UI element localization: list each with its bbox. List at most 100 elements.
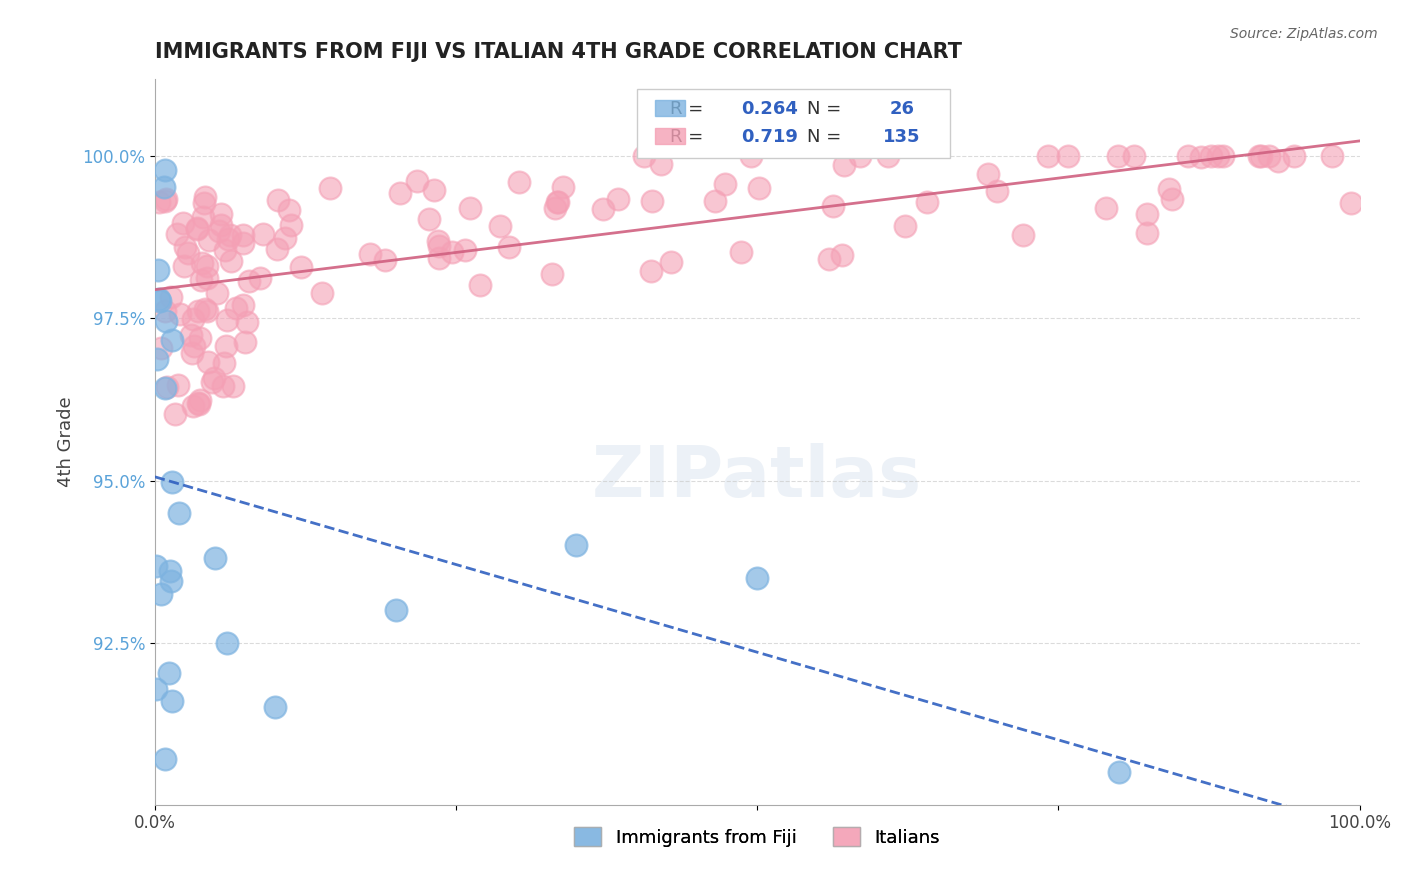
Point bbox=[1095, 201, 1118, 215]
Point bbox=[149, 587, 172, 601]
Point bbox=[267, 193, 290, 207]
Point bbox=[222, 379, 245, 393]
Point bbox=[214, 356, 236, 370]
Point bbox=[195, 304, 218, 318]
Point bbox=[1135, 207, 1157, 221]
Point bbox=[159, 564, 181, 578]
FancyBboxPatch shape bbox=[637, 89, 950, 159]
Point bbox=[427, 239, 450, 253]
Point bbox=[1108, 765, 1130, 780]
Point bbox=[359, 247, 381, 261]
Point bbox=[1189, 150, 1212, 164]
Point bbox=[508, 175, 530, 189]
Point bbox=[740, 149, 762, 163]
Point bbox=[187, 303, 209, 318]
Point bbox=[188, 397, 211, 411]
Point bbox=[1012, 227, 1035, 242]
Point bbox=[1160, 192, 1182, 206]
Text: 0.264: 0.264 bbox=[741, 100, 797, 118]
Point bbox=[817, 252, 839, 267]
Point bbox=[191, 255, 214, 269]
Point bbox=[747, 571, 769, 585]
Point bbox=[153, 194, 176, 209]
Point bbox=[174, 240, 197, 254]
Point bbox=[1320, 149, 1343, 163]
Point bbox=[748, 181, 770, 195]
Point bbox=[160, 333, 183, 347]
Point bbox=[190, 392, 212, 407]
Point bbox=[565, 538, 588, 552]
Point bbox=[232, 236, 254, 251]
Bar bbox=[655, 128, 685, 144]
Point bbox=[406, 174, 429, 188]
Point bbox=[1157, 181, 1180, 195]
Point bbox=[915, 194, 938, 209]
Point bbox=[160, 574, 183, 589]
Point bbox=[148, 262, 170, 277]
Point bbox=[1057, 149, 1080, 163]
Legend: Immigrants from Fiji, Italians: Immigrants from Fiji, Italians bbox=[567, 820, 948, 854]
Point bbox=[181, 346, 204, 360]
Point bbox=[607, 193, 630, 207]
Point bbox=[1123, 149, 1146, 163]
Point bbox=[153, 752, 176, 766]
Point bbox=[190, 331, 212, 345]
Point bbox=[1208, 149, 1230, 163]
Text: R =: R = bbox=[669, 128, 703, 145]
Point bbox=[1038, 149, 1060, 163]
Point bbox=[172, 216, 194, 230]
Point bbox=[280, 218, 302, 232]
Text: 135: 135 bbox=[883, 128, 921, 145]
Point bbox=[155, 192, 177, 206]
Point bbox=[650, 157, 672, 171]
Text: Source: ZipAtlas.com: Source: ZipAtlas.com bbox=[1230, 27, 1378, 41]
Point bbox=[160, 693, 183, 707]
Point bbox=[311, 286, 333, 301]
Point bbox=[153, 180, 176, 194]
Point bbox=[1267, 154, 1289, 169]
Point bbox=[730, 245, 752, 260]
Point bbox=[169, 307, 191, 321]
Point bbox=[235, 314, 257, 328]
Point bbox=[180, 327, 202, 342]
Point bbox=[266, 242, 288, 256]
Point bbox=[1212, 149, 1234, 163]
Text: IMMIGRANTS FROM FIJI VS ITALIAN 4TH GRADE CORRELATION CHART: IMMIGRANTS FROM FIJI VS ITALIAN 4TH GRAD… bbox=[155, 42, 962, 62]
Point bbox=[877, 149, 900, 163]
Point bbox=[153, 162, 176, 177]
Point bbox=[191, 210, 214, 224]
Point bbox=[547, 195, 569, 210]
Point bbox=[592, 202, 614, 217]
Point bbox=[148, 292, 170, 306]
Point bbox=[218, 227, 240, 242]
Point bbox=[488, 219, 510, 233]
Point bbox=[1107, 149, 1129, 163]
Point bbox=[426, 234, 449, 248]
Point bbox=[186, 222, 208, 236]
Y-axis label: 4th Grade: 4th Grade bbox=[58, 396, 75, 487]
Point bbox=[423, 183, 446, 197]
Point bbox=[832, 158, 855, 172]
Point bbox=[157, 666, 180, 681]
Point bbox=[389, 186, 412, 200]
Point bbox=[148, 194, 170, 209]
Point bbox=[232, 298, 254, 312]
Point bbox=[167, 506, 190, 520]
Point bbox=[238, 274, 260, 288]
Point bbox=[319, 181, 342, 195]
Point bbox=[217, 635, 239, 649]
Point bbox=[290, 260, 312, 274]
Point bbox=[232, 227, 254, 242]
Text: ZIPatlas: ZIPatlas bbox=[592, 443, 922, 512]
Point bbox=[207, 285, 229, 300]
Point bbox=[264, 700, 287, 714]
Point bbox=[633, 149, 655, 163]
Point bbox=[427, 252, 450, 266]
Point bbox=[659, 255, 682, 269]
Point bbox=[194, 301, 217, 316]
Point bbox=[831, 248, 853, 262]
Point bbox=[155, 314, 177, 328]
Point bbox=[159, 290, 181, 304]
Point bbox=[1177, 149, 1199, 163]
Text: 0.719: 0.719 bbox=[741, 128, 797, 145]
